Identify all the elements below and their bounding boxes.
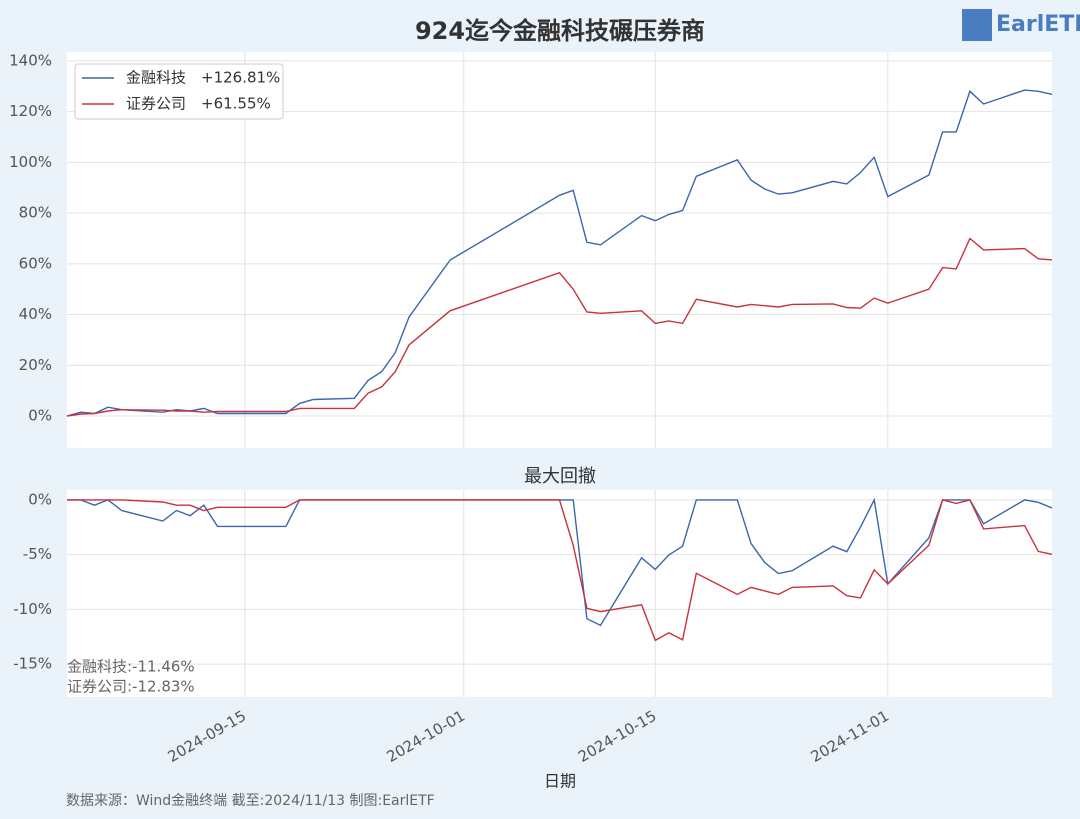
y-tick-label: 120%	[9, 102, 52, 120]
y-tick-label: 140%	[9, 51, 52, 69]
y-tick-label: 0%	[28, 407, 52, 425]
logo: EarlETF	[996, 12, 1080, 37]
legend-label: 金融科技	[126, 69, 186, 87]
source-note: 数据来源：Wind金融终端 截至:2024/11/13 制图:EarlETF	[66, 793, 435, 809]
series-line	[67, 497, 1053, 627]
annotation: 证券公司:-12.83%	[67, 678, 195, 696]
y-tick-label: 40%	[19, 305, 52, 323]
y-tick-label: 0%	[28, 490, 52, 508]
y-tick-label: 20%	[19, 356, 52, 374]
chart-title: 924迄今金融科技碾压券商	[415, 17, 705, 45]
x-axis-label: 日期	[544, 772, 576, 791]
y-tick-label: -10%	[13, 600, 52, 618]
y-tick-label: 60%	[19, 254, 52, 272]
y-tick-label: -5%	[23, 545, 52, 563]
series-line	[66, 237, 1053, 417]
panel-title: 最大回撤	[524, 466, 596, 487]
legend-label: 证券公司	[126, 95, 186, 113]
legend-value: +126.81%	[201, 69, 280, 87]
annotation: 金融科技:-11.46%	[67, 658, 195, 676]
legend-box	[74, 63, 284, 120]
x-tick-label: 2024-11-01	[808, 707, 893, 766]
x-tick-label: 2024-10-15	[575, 707, 660, 766]
series-line	[66, 89, 1053, 417]
y-tick-label: 100%	[9, 153, 52, 171]
series-line	[67, 499, 1053, 642]
x-tick-label: 2024-09-15	[165, 707, 250, 766]
logo-icon	[962, 9, 992, 41]
x-tick-label: 2024-10-01	[383, 707, 468, 766]
y-tick-label: -15%	[13, 655, 52, 673]
legend-value: +61.55%	[201, 95, 271, 113]
y-tick-label: 80%	[19, 204, 52, 222]
